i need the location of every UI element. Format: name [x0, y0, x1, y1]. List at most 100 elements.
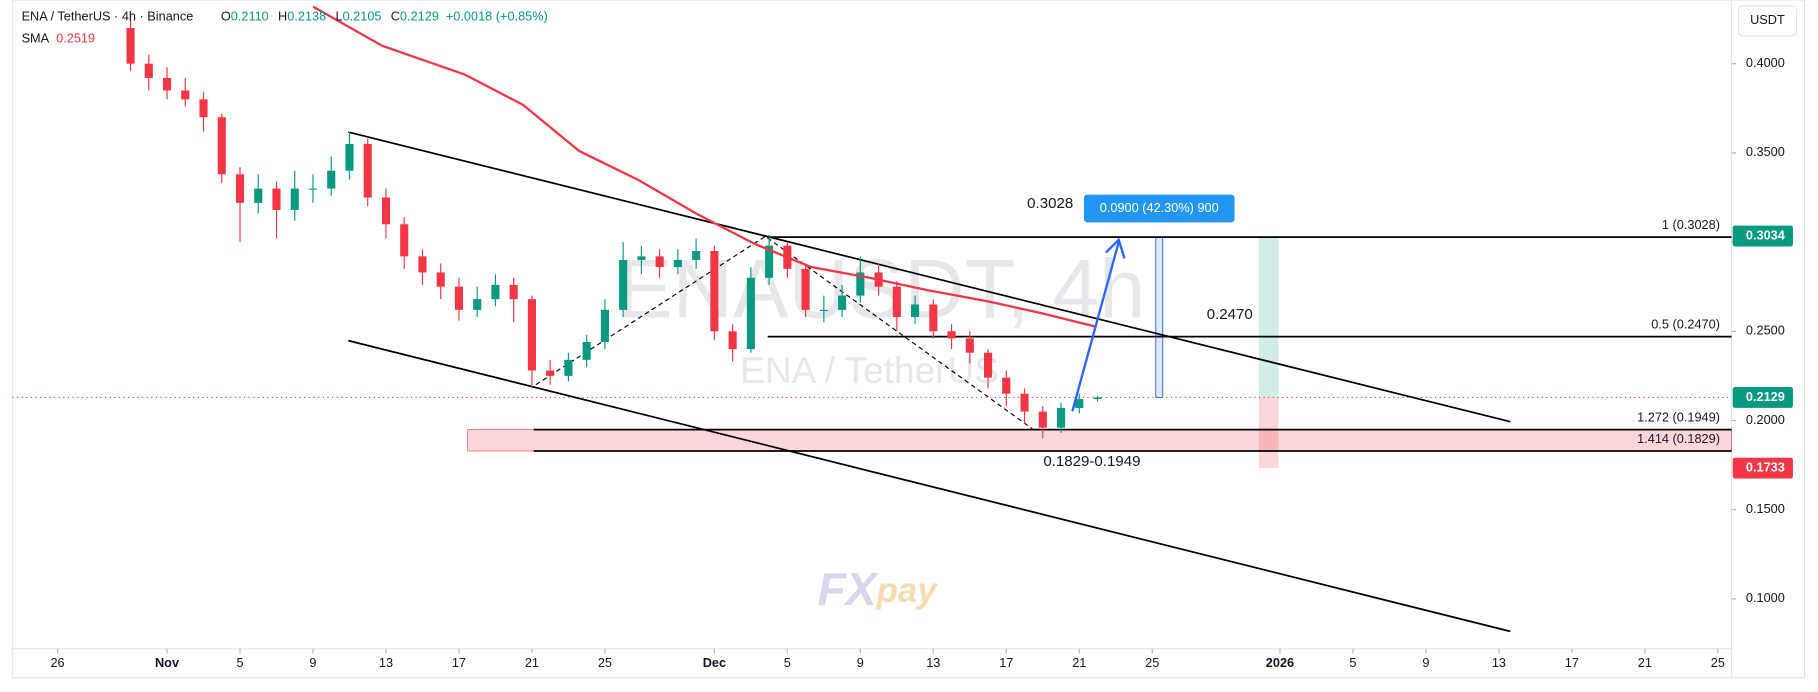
candle-body [892, 286, 901, 318]
x-tick-label: 5 [784, 655, 791, 670]
x-tick-label: 17 [1565, 655, 1579, 670]
ohlc-value: 0.2138 [287, 9, 326, 24]
y-tick-label: 0.1500 [1746, 501, 1785, 516]
logo-part: pay [876, 572, 939, 610]
price-tag-label: 0.3034 [1746, 227, 1786, 242]
logo-part: FX [817, 563, 879, 615]
trendline [348, 131, 1511, 423]
candle-body [564, 359, 573, 376]
x-tick-label: 25 [1145, 655, 1159, 670]
x-tick-label: 25 [598, 655, 612, 670]
candle-body [1056, 407, 1066, 428]
x-tick-label: 21 [1638, 655, 1652, 670]
candle-body [217, 117, 226, 175]
y-tick-label: 0.1000 [1746, 590, 1785, 605]
candle-body [1075, 399, 1084, 408]
candle-body [655, 256, 664, 268]
candle-body [381, 197, 391, 225]
candle-body [637, 256, 646, 260]
measure [1155, 236, 1164, 398]
sma-name: SMA [22, 31, 50, 46]
candle-body [199, 99, 208, 118]
x-tick-label: 9 [857, 655, 864, 670]
ohlc-label: L [335, 9, 342, 24]
candle-body [126, 28, 135, 64]
symbol: ENA / TetherUS · 4h · Binance [22, 9, 194, 24]
ohlc-value: 0.2129 [400, 9, 439, 24]
ohlc-label: O [221, 9, 231, 24]
header: ENA / TetherUS · 4h · Binance [22, 9, 194, 24]
candle-body [692, 251, 701, 260]
candle-body [509, 284, 518, 300]
x-tick-label: 26 [50, 655, 64, 670]
annotation: 0.1829-0.1949 [1043, 453, 1140, 470]
candle-body [728, 331, 737, 350]
annotation: 0.3028 [1027, 195, 1073, 212]
currency-button[interactable] [1737, 5, 1798, 37]
candle-body [746, 277, 755, 350]
candle-body [491, 284, 500, 300]
logo: FXpay [817, 563, 938, 615]
position-stop [1258, 397, 1279, 469]
candle-body [327, 170, 336, 189]
x-tick-label: 17 [999, 655, 1013, 670]
sma-line [312, 5, 1096, 328]
ohlc: O0.2110 H0.2138 L0.2105 C0.2129 +0.0018 (+0.… [221, 9, 548, 24]
candle-body [801, 268, 810, 310]
annotation: 0.2470 [1207, 306, 1253, 323]
candle-body [235, 174, 245, 203]
x-tick-label: 21 [1072, 655, 1086, 670]
candle-body [1093, 397, 1102, 400]
candle-body [473, 299, 482, 310]
price-tag [1732, 387, 1793, 408]
price-tag-label: 0.2129 [1746, 389, 1785, 404]
position-target [1258, 236, 1279, 398]
candle-body [363, 143, 372, 198]
candle-body [254, 188, 263, 203]
candle-body [527, 299, 536, 371]
trendline [348, 339, 1511, 633]
candle-body [819, 309, 828, 312]
fib-label: 1 (0.3028) [1662, 217, 1720, 232]
candle-body [856, 272, 865, 296]
x-tick-label: 25 [1711, 655, 1725, 670]
x-tick-label: Nov [155, 655, 180, 670]
candle-body [418, 256, 427, 273]
x-tick-label: 13 [1492, 655, 1506, 670]
watermark-sub: ENA / TetherUS [740, 349, 999, 391]
currency[interactable]: USDT [1750, 12, 1785, 27]
candle-body [1038, 411, 1047, 428]
candle-body [582, 341, 591, 360]
candle-body [984, 352, 993, 378]
candle-body [1002, 377, 1011, 394]
fib-label: 1.414 (0.1829) [1637, 431, 1720, 446]
candle-body [765, 245, 774, 278]
price-tag [1732, 457, 1793, 479]
x-tick-label: 9 [1422, 655, 1429, 670]
ohlc-value: 0.2110 [231, 9, 269, 24]
candle-body [454, 286, 464, 310]
candle-body [308, 188, 318, 190]
price-tag-label: 0.1733 [1746, 459, 1785, 474]
candle-body [673, 259, 682, 268]
x-tick-label: 17 [452, 655, 466, 670]
ohlc-label: H [278, 9, 287, 24]
candle-body [929, 304, 938, 332]
y-tick-label: 0.3500 [1746, 144, 1785, 159]
ohlc-value: 0.2105 [343, 9, 382, 24]
x-tick-label: 2026 [1266, 655, 1294, 670]
fib-label: 1.272 (0.1949) [1637, 409, 1720, 424]
measure-box [1083, 194, 1235, 223]
candle-body [710, 251, 719, 332]
candle-body [911, 304, 920, 318]
candle-body [619, 259, 628, 310]
sma-value: 0.2519 [56, 31, 95, 46]
y-tick-label: 0.2500 [1746, 323, 1785, 338]
y-tick-label: 0.2000 [1746, 412, 1785, 427]
candle-body [181, 90, 190, 100]
candle-body [838, 295, 847, 310]
x-tick-label: 5 [1349, 655, 1356, 670]
candle-body [162, 77, 172, 91]
candle-body [345, 143, 354, 171]
